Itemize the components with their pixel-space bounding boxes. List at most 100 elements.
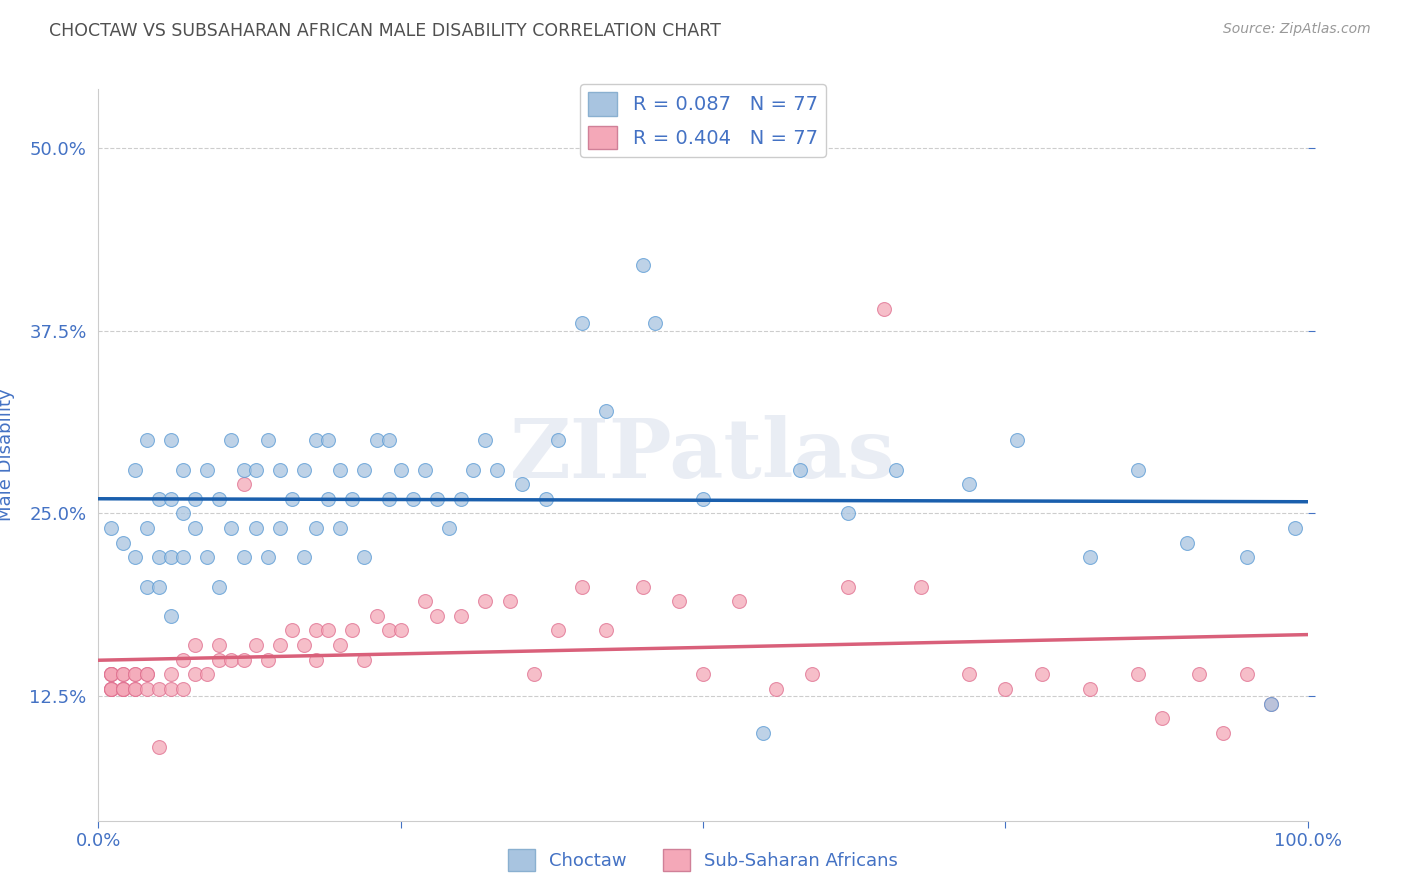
Point — [910, 580, 932, 594]
Point — [366, 434, 388, 448]
Point — [571, 580, 593, 594]
Point — [111, 681, 134, 696]
Point — [160, 667, 183, 681]
Point — [135, 580, 157, 594]
Point — [100, 667, 122, 681]
Text: CHOCTAW VS SUBSAHARAN AFRICAN MALE DISABILITY CORRELATION CHART: CHOCTAW VS SUBSAHARAN AFRICAN MALE DISAB… — [49, 22, 721, 40]
Point — [160, 681, 183, 696]
Point — [413, 462, 436, 476]
Point — [100, 681, 122, 696]
Point — [366, 608, 388, 623]
Point — [256, 653, 278, 667]
Point — [245, 638, 267, 652]
Point — [221, 521, 243, 535]
Point — [195, 462, 218, 476]
Point — [208, 491, 231, 506]
Point — [547, 434, 569, 448]
Point — [100, 667, 122, 681]
Point — [547, 624, 569, 638]
Point — [305, 653, 328, 667]
Point — [269, 638, 291, 652]
Point — [160, 434, 183, 448]
Point — [232, 477, 254, 491]
Point — [316, 434, 339, 448]
Point — [389, 462, 412, 476]
Point — [208, 638, 231, 652]
Point — [1128, 462, 1150, 476]
Point — [800, 667, 823, 681]
Point — [595, 624, 617, 638]
Point — [135, 521, 157, 535]
Point — [172, 681, 194, 696]
Text: ZIPatlas: ZIPatlas — [510, 415, 896, 495]
Point — [994, 681, 1017, 696]
Point — [1212, 726, 1234, 740]
Point — [450, 608, 472, 623]
Point — [316, 491, 339, 506]
Point — [668, 594, 690, 608]
Point — [329, 521, 352, 535]
Point — [100, 681, 122, 696]
Point — [160, 608, 183, 623]
Point — [1128, 667, 1150, 681]
Point — [100, 667, 122, 681]
Point — [256, 550, 278, 565]
Point — [184, 491, 207, 506]
Point — [292, 638, 315, 652]
Point — [135, 667, 157, 681]
Point — [1188, 667, 1211, 681]
Point — [148, 491, 170, 506]
Point — [353, 462, 375, 476]
Point — [353, 653, 375, 667]
Point — [135, 667, 157, 681]
Point — [413, 594, 436, 608]
Legend: R = 0.087   N = 77, R = 0.404   N = 77: R = 0.087 N = 77, R = 0.404 N = 77 — [581, 84, 825, 157]
Point — [124, 550, 146, 565]
Point — [256, 434, 278, 448]
Point — [1152, 711, 1174, 725]
Point — [728, 594, 751, 608]
Point — [789, 462, 811, 476]
Point — [100, 681, 122, 696]
Point — [195, 667, 218, 681]
Point — [111, 681, 134, 696]
Point — [232, 462, 254, 476]
Point — [1175, 535, 1198, 549]
Point — [124, 681, 146, 696]
Y-axis label: Male Disability: Male Disability — [0, 389, 15, 521]
Point — [124, 667, 146, 681]
Point — [292, 550, 315, 565]
Point — [1284, 521, 1306, 535]
Point — [245, 521, 267, 535]
Point — [523, 667, 546, 681]
Point — [111, 535, 134, 549]
Point — [402, 491, 425, 506]
Point — [873, 301, 896, 316]
Point — [1260, 697, 1282, 711]
Point — [498, 594, 520, 608]
Point — [377, 624, 399, 638]
Point — [426, 491, 449, 506]
Point — [426, 608, 449, 623]
Point — [342, 624, 364, 638]
Point — [124, 462, 146, 476]
Point — [269, 462, 291, 476]
Point — [752, 726, 775, 740]
Point — [631, 258, 654, 272]
Point — [100, 667, 122, 681]
Legend: Choctaw, Sub-Saharan Africans: Choctaw, Sub-Saharan Africans — [501, 842, 905, 879]
Point — [135, 434, 157, 448]
Point — [450, 491, 472, 506]
Point — [595, 404, 617, 418]
Point — [281, 624, 304, 638]
Point — [377, 434, 399, 448]
Point — [305, 521, 328, 535]
Point — [305, 434, 328, 448]
Point — [1260, 697, 1282, 711]
Point — [1236, 550, 1258, 565]
Point — [111, 681, 134, 696]
Point — [184, 667, 207, 681]
Point — [837, 580, 859, 594]
Point — [100, 681, 122, 696]
Point — [329, 462, 352, 476]
